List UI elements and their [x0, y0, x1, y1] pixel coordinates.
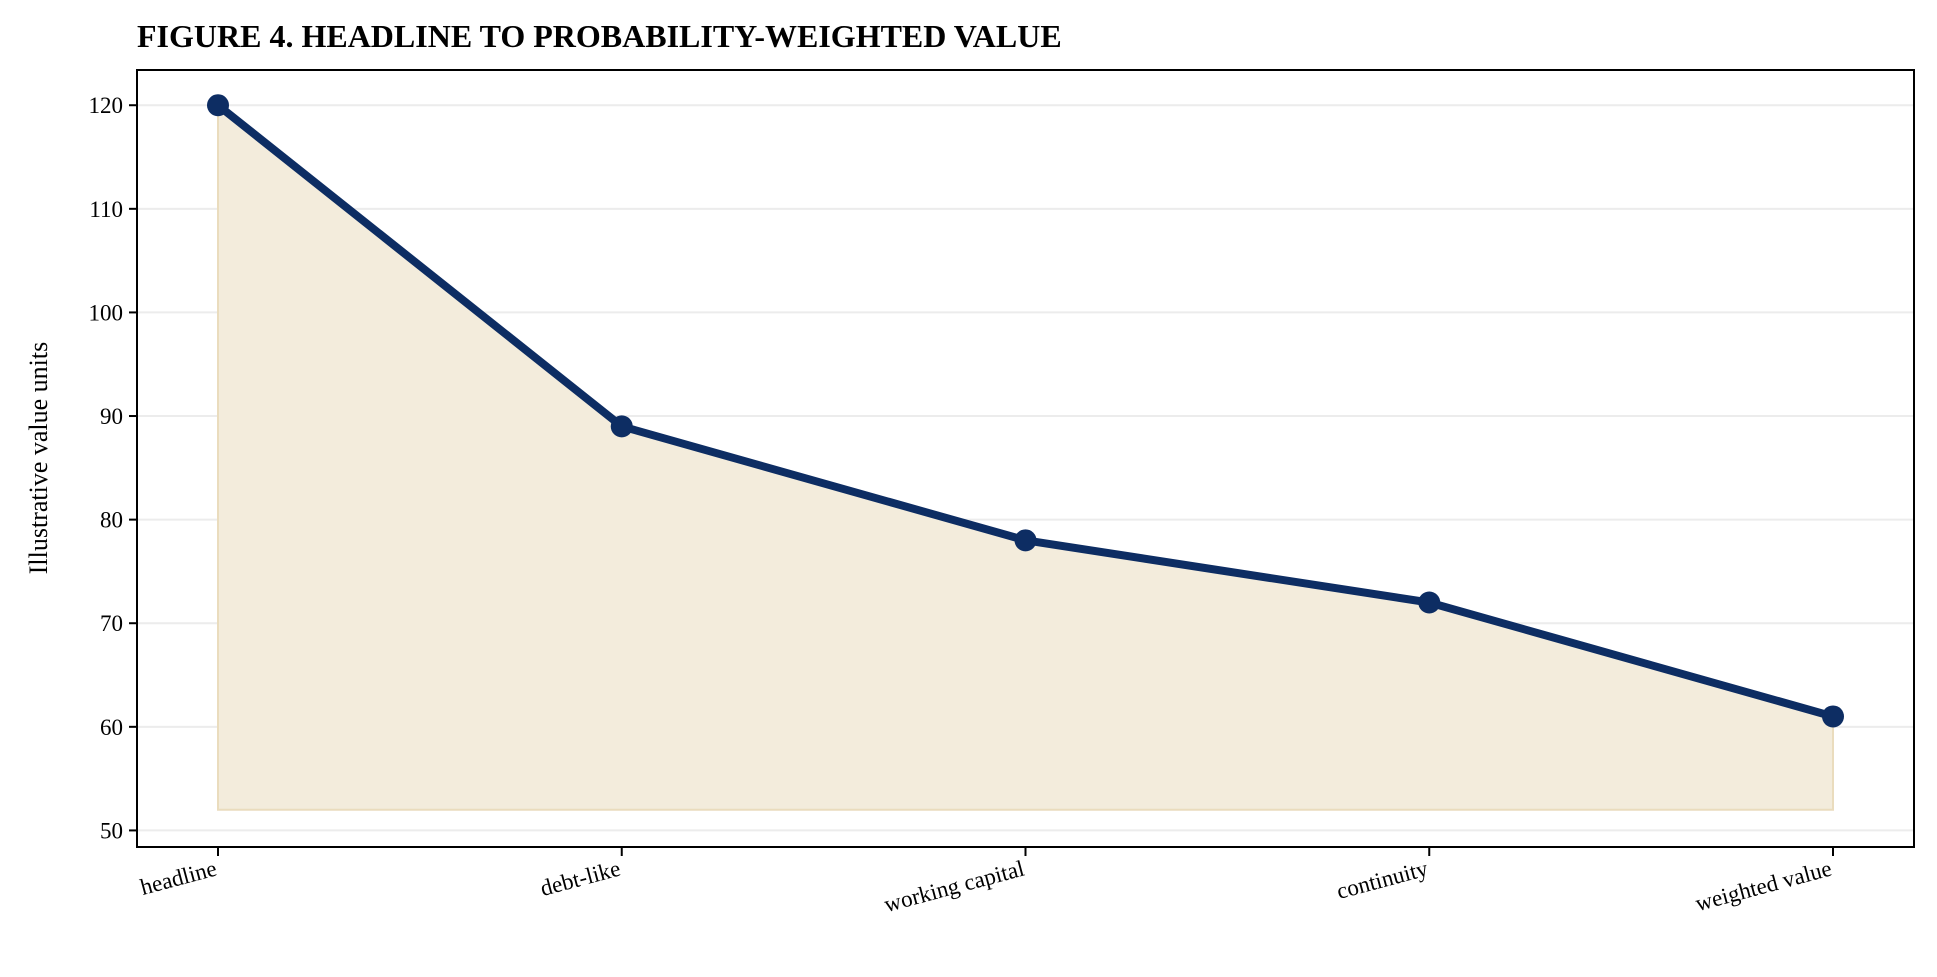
x-tick-label-0: headline — [138, 856, 220, 900]
chart-title: FIGURE 4. HEADLINE TO PROBABILITY-WEIGHT… — [137, 18, 1062, 54]
y-axis: 50 60 70 80 90 100 110 120 — [89, 93, 137, 843]
series-layer — [207, 94, 1844, 728]
x-axis: headline debt-like working capital continui… — [138, 847, 1835, 917]
data-point-1 — [610, 415, 633, 438]
y-tick-label-100: 100 — [89, 300, 124, 325]
y-tick-label-120: 120 — [89, 93, 124, 118]
x-tick-label-3: continuity — [1334, 856, 1431, 904]
y-tick-label-50: 50 — [100, 818, 123, 843]
area-fill-layer — [217, 103, 1834, 811]
data-point-0 — [207, 94, 229, 117]
y-tick-label-80: 80 — [100, 508, 123, 533]
y-tick-label-110: 110 — [89, 197, 123, 222]
data-point-4 — [1822, 705, 1844, 728]
x-tick-label-4: weighted value — [1693, 856, 1835, 916]
y-axis-label: Illustrative value units — [24, 342, 53, 575]
data-point-3 — [1418, 591, 1441, 614]
x-tick-label-2: working capital — [882, 856, 1027, 917]
data-point-2 — [1014, 529, 1037, 552]
y-tick-label-70: 70 — [100, 611, 123, 636]
y-tick-label-90: 90 — [100, 404, 123, 429]
x-tick-label-1: debt-like — [538, 856, 623, 901]
y-tick-label-60: 60 — [100, 715, 123, 740]
area-fill — [217, 103, 1834, 811]
